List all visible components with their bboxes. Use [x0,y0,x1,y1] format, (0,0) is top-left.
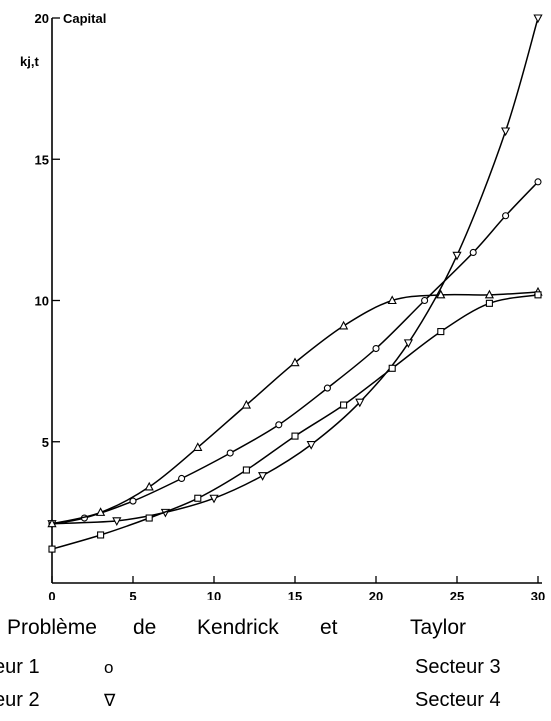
y-axis-unit: kj,t [20,54,39,69]
triangle-down-marker [112,517,122,527]
y-tick-label: 15 [35,152,49,167]
circle-marker [502,212,510,220]
circle-marker [323,384,331,392]
triangle-down-marker [306,441,316,450]
square-marker [291,432,299,440]
triangle-down-marker [209,494,219,504]
y-tick-label: 10 [35,294,49,309]
x-tick-label: 20 [369,589,383,600]
circle-marker [275,421,283,429]
triangle-down-marker [500,127,511,137]
triangle-up-marker [484,289,495,299]
series-line-4 [51,294,539,550]
triangle-down-marker [355,398,365,408]
triangle-down-marker [452,251,462,261]
circle-marker [372,344,380,353]
series-layer [47,14,543,553]
triangle-up-marker [95,507,106,516]
caption-word-4: et [320,616,338,639]
x-tick-label: 0 [48,589,55,600]
circle-marker [178,474,186,483]
legend-label-2: eur 2 [0,689,40,711]
triangle-down-marker [403,339,414,349]
legend-label-1: eur 1 [0,656,40,678]
series-line-3 [51,291,539,525]
circle-marker [534,178,542,186]
circle-marker [129,497,137,505]
series-line-1 [51,181,539,525]
x-tick-label: 5 [129,589,136,600]
caption-word-5: Taylor [410,616,467,639]
triangle-down-marker [533,14,543,24]
square-marker [97,531,105,539]
square-marker [437,328,445,336]
y-tick-label: 20 [35,11,49,26]
triangle-up-marker [290,357,300,367]
chart-area: 0 5 10 15 20 25 30 5 10 15 20 Capital kj,t [20,11,545,600]
circle-marker [421,296,429,305]
triangle-up-marker [47,518,57,528]
triangle-up-marker [144,481,154,491]
triangle-up-marker [241,399,252,409]
square-marker [242,466,250,474]
square-marker [534,291,542,299]
legend-symbol-1: o [104,658,114,677]
x-tick-label: 10 [207,589,221,600]
legend-label-4: Secteur 4 [415,689,501,711]
square-marker [48,545,56,553]
caption-word-3: Kendrick [197,616,279,639]
caption-word-1: Problème [7,616,97,639]
legend-symbol-2: ∇ [104,691,116,710]
circle-marker [469,248,477,257]
square-marker [388,364,396,372]
square-marker [485,299,493,307]
circle-marker [226,449,234,457]
y-axis-title: Capital [63,11,106,26]
triangle-up-marker [436,289,446,299]
labels-layer: 0 5 10 15 20 25 30 5 10 15 20 Capital kj,t [20,11,545,600]
triangle-down-marker [257,472,268,481]
square-marker [340,401,348,409]
triangle-up-marker [193,442,203,451]
series-line-2 [51,17,539,525]
triangle-up-marker [338,320,349,330]
x-tick-label: 30 [531,589,545,600]
caption-word-2: de [133,616,157,639]
legend-label-3: Secteur 3 [415,656,501,678]
axes [51,17,542,584]
triangle-up-marker [387,295,397,305]
x-tick-label: 15 [288,589,302,600]
square-marker [145,514,153,522]
square-marker [194,494,202,502]
y-tick-label: 5 [42,435,49,450]
x-tick-label: 25 [450,589,464,600]
